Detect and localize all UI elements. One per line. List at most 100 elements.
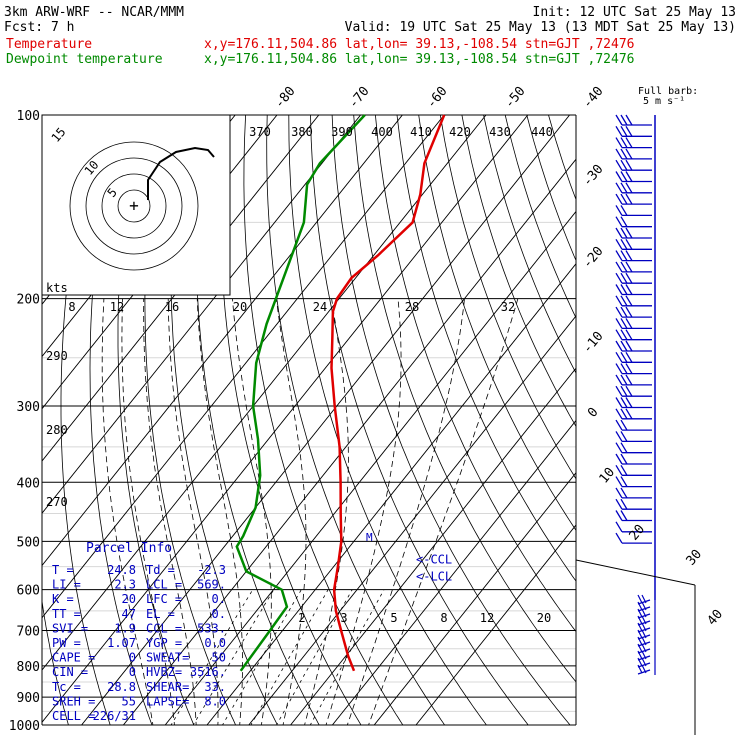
dry-adiabat — [195, 115, 320, 725]
parcel-key: YGP = — [146, 636, 182, 650]
dry-adiabat — [219, 115, 362, 725]
parcel-key: SVI = — [52, 621, 88, 635]
theta-label-410: 410 — [410, 125, 432, 139]
wind-barb — [637, 650, 651, 661]
mixing-ratio-label-5: 5 — [390, 611, 397, 625]
mixing-ratio-line — [276, 589, 353, 725]
parcel-key: K = — [52, 592, 74, 606]
isotherm-label--70: -70 — [346, 84, 373, 112]
parcel-row: SVI = 1.9 CCL = 533. — [52, 621, 226, 635]
pressure-tick-300: 300 — [17, 400, 40, 415]
parcel-key: HVBZ= — [146, 665, 182, 679]
wind-barb — [615, 205, 652, 217]
wind-barb — [615, 351, 652, 363]
parcel-row: CELL =226/31 — [52, 709, 136, 723]
parcel-value: 3516. — [190, 665, 226, 679]
wind-barb — [615, 295, 652, 307]
wind-barb — [637, 601, 651, 612]
parcel-key: SHEAR= — [146, 680, 189, 694]
isotherm-label-10: 10 — [597, 465, 619, 487]
wind-barb — [615, 182, 652, 194]
parcel-value: 1.9 — [114, 621, 136, 635]
pressure-tick-800: 800 — [17, 660, 40, 675]
isotherm-label-20: 20 — [627, 522, 649, 544]
isotherm — [164, 210, 576, 725]
wind-barb — [615, 374, 652, 386]
isotherm-label--60: -60 — [424, 84, 451, 112]
moist-adiabat — [325, 298, 402, 725]
isotherm — [248, 315, 576, 725]
moist-adiabat — [304, 298, 349, 725]
wind-barb — [615, 261, 652, 273]
wind-barb — [615, 385, 652, 397]
dry-adiabat — [418, 115, 576, 532]
skewt-grid — [41, 114, 577, 726]
isotherm-label-40: 40 — [705, 607, 727, 629]
pressure-tick-900: 900 — [17, 691, 40, 706]
wind-barb — [615, 148, 652, 160]
dry-adiabat — [117, 115, 195, 725]
speed-axis-label: 20 — [233, 300, 247, 314]
moist-adiabat — [143, 298, 197, 725]
parcel-key: Tc = — [52, 680, 81, 694]
wind-barb — [637, 657, 651, 668]
wind-barb — [615, 216, 652, 228]
parcel-value: 24.8 — [107, 563, 136, 577]
wind-barb — [615, 487, 652, 499]
isotherm — [42, 115, 529, 723]
parcel-key: EL = — [146, 607, 175, 621]
dry-adiabat — [526, 115, 576, 262]
wind-barb — [615, 498, 652, 510]
wind-barb — [615, 464, 652, 476]
parcel-value: 0 — [129, 651, 136, 665]
parcel-key: SREH = — [52, 694, 95, 708]
theta-label-280: 280 — [46, 423, 68, 437]
parcel-key: CIN = — [52, 665, 88, 679]
mixing-ratio-line — [250, 589, 329, 725]
hodograph-trace — [147, 146, 215, 200]
dry-adiabat — [42, 115, 73, 725]
dry-adiabat — [60, 115, 111, 725]
moist-adiabat — [101, 298, 154, 725]
mixing-ratio-label-12: 12 — [480, 611, 494, 625]
parcel-value: 50 — [212, 651, 226, 665]
parcel-key: TT = — [52, 607, 81, 621]
parcel-value: 569. — [197, 578, 226, 592]
parcel-value: 55 — [122, 694, 136, 708]
parcel-row: SREH = 55 LAPSE= 8.0 — [52, 694, 226, 708]
wind-barb — [615, 453, 652, 465]
mixing-ratio-label-3: 3 — [340, 611, 347, 625]
hodograph-center: + — [129, 196, 139, 215]
isotherm-label--30: -30 — [580, 162, 607, 190]
barb-legend-line2: 5 m s⁻¹ — [643, 96, 685, 107]
dry-adiabat — [243, 115, 404, 725]
isotherm — [373, 472, 576, 725]
wind-barb — [615, 250, 652, 262]
dry-adiabat — [439, 115, 576, 480]
pressure-tick-700: 700 — [17, 625, 40, 640]
wind-barb — [615, 431, 652, 443]
parcel-row: K = 20 LFC = 0. — [52, 592, 226, 606]
parcel-row: PW = 1.07 YGP = 0.0 — [52, 636, 226, 650]
sounding-curves — [235, 114, 446, 672]
hodograph-unit-label: kts — [46, 281, 68, 295]
parcel-info-box: Parcel Info T = 24.8 Td = -2.3 LI = 2.3 LCL = 5… — [52, 541, 226, 723]
parcel-key: CAPE = — [52, 651, 95, 665]
theta-label-370: 370 — [249, 125, 271, 139]
parcel-key: Td = — [146, 563, 175, 577]
parcel-key: SWEAT= — [146, 651, 189, 665]
wind-barb — [615, 408, 652, 420]
isotherm — [415, 524, 576, 725]
dry-adiabat — [548, 115, 576, 201]
mixing-ratio-line — [192, 589, 275, 725]
parcel-key: CELL = — [52, 709, 95, 723]
parcel-value: 0. — [212, 592, 226, 606]
isotherm — [331, 419, 576, 725]
parcel-key: LCL = — [146, 578, 182, 592]
dry-adiabat — [144, 115, 237, 725]
wind-barbs — [575, 114, 696, 735]
mixing-ratio-label-2: 2 — [298, 611, 305, 625]
model-title: 3km ARW-WRF -- NCAR/MMM — [4, 5, 184, 20]
wind-barb — [615, 227, 652, 239]
